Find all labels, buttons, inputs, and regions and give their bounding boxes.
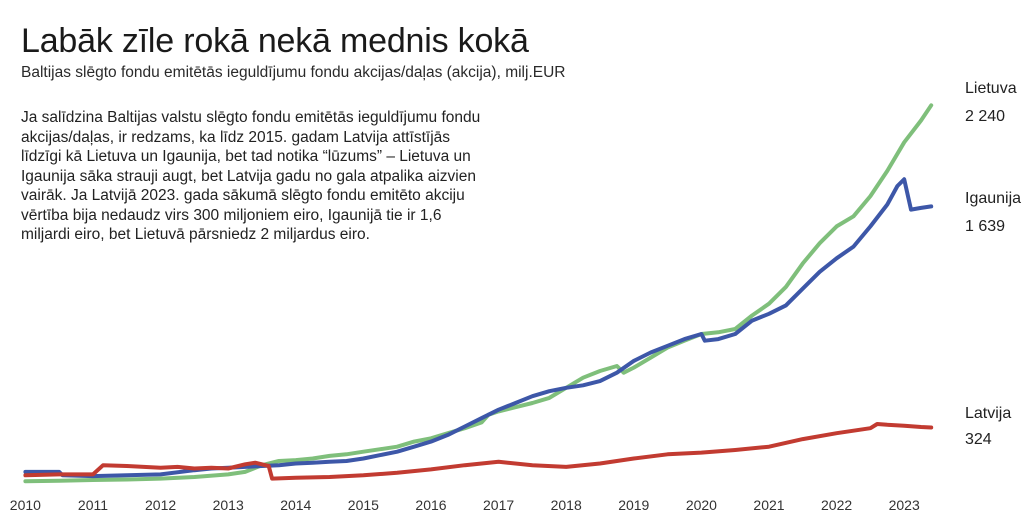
x-tick-label-2019: 2019 <box>618 497 649 513</box>
series-name-latvija: Latvija <box>965 405 1011 422</box>
x-tick-label-2016: 2016 <box>415 497 446 513</box>
x-tick-label-2012: 2012 <box>145 497 176 513</box>
series-line-igaunija <box>23 177 934 479</box>
series-lines <box>23 103 934 484</box>
series-value-latvija: 324 <box>965 431 992 448</box>
series-value-igaunija: 1 639 <box>965 218 1005 235</box>
series-value-lietuva: 2 240 <box>965 108 1005 125</box>
x-tick-label-2018: 2018 <box>551 497 582 513</box>
x-tick-label-2013: 2013 <box>213 497 244 513</box>
x-tick-label-2022: 2022 <box>821 497 852 513</box>
description-paragraph: Ja salīdzina Baltijas valstu slēgto fond… <box>21 109 481 243</box>
x-tick-label-2017: 2017 <box>483 497 514 513</box>
series-name-lietuva: Lietuva <box>965 80 1017 97</box>
x-tick-label-2020: 2020 <box>686 497 717 513</box>
chart-subtitle: Baltijas slēgto fondu emitētās ieguldīju… <box>21 64 566 81</box>
series-labels: Lietuva 2 240 Igaunija 1 639 Latvija 324 <box>965 80 1021 448</box>
x-tick-label-2014: 2014 <box>280 497 311 513</box>
series-line-latvija <box>23 422 934 481</box>
x-tick-label-2015: 2015 <box>348 497 379 513</box>
series-name-igaunija: Igaunija <box>965 190 1021 207</box>
x-axis: 2010 2011 2012 2013 2014 2015 2016 2017 2018 2019… <box>10 497 920 513</box>
chart-title: Labāk zīle rokā nekā mednis kokā <box>21 22 529 60</box>
x-tick-label-2023: 2023 <box>889 497 920 513</box>
x-tick-label-2011: 2011 <box>78 497 108 513</box>
x-tick-label-2010: 2010 <box>10 497 41 513</box>
x-tick-label-2021: 2021 <box>753 497 784 513</box>
